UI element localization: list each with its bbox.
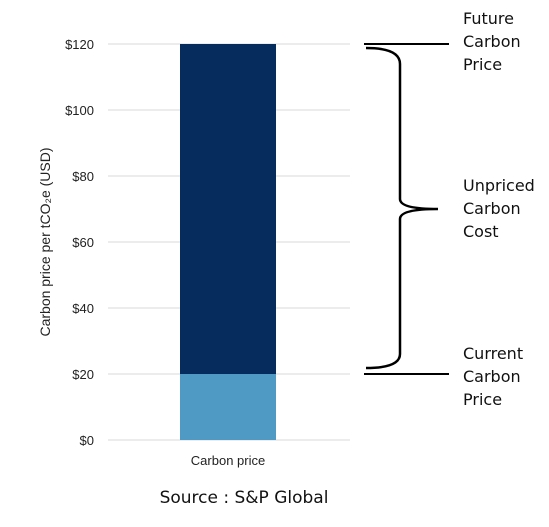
- x-tick-label: Carbon price: [191, 453, 265, 468]
- bars: [180, 44, 276, 440]
- annotation-text: Cost: [463, 222, 499, 241]
- y-axis-label: Carbon price per tCO₂e (USD): [37, 147, 53, 336]
- y-tick-label: $80: [72, 169, 94, 184]
- bar-segment-unpriced: [180, 44, 276, 374]
- annotations: Future Carbon Price Unpriced Carbon Cost Curre…: [364, 9, 535, 409]
- annotation-text: Carbon: [463, 32, 521, 51]
- annotation-text: Future: [463, 9, 514, 28]
- y-tick-label: $40: [72, 301, 94, 316]
- annotation-text: Current: [463, 344, 523, 363]
- y-tick-labels: $0 $20 $40 $60 $80 $100 $120: [65, 37, 94, 448]
- y-tick-label: $0: [80, 433, 94, 448]
- annotation-text: Unpriced: [463, 176, 535, 195]
- annotation-text: Price: [463, 55, 502, 74]
- bar-segment-current: [180, 374, 276, 440]
- y-tick-label: $20: [72, 367, 94, 382]
- annotation-text: Price: [463, 390, 502, 409]
- y-tick-label: $120: [65, 37, 94, 52]
- unpriced-cost-brace: [365, 46, 439, 370]
- y-tick-label: $60: [72, 235, 94, 250]
- y-tick-label: $100: [65, 103, 94, 118]
- annotation-text: Carbon: [463, 199, 521, 218]
- source-note: Source : S&P Global: [160, 488, 329, 508]
- annotation-text: Carbon: [463, 367, 521, 386]
